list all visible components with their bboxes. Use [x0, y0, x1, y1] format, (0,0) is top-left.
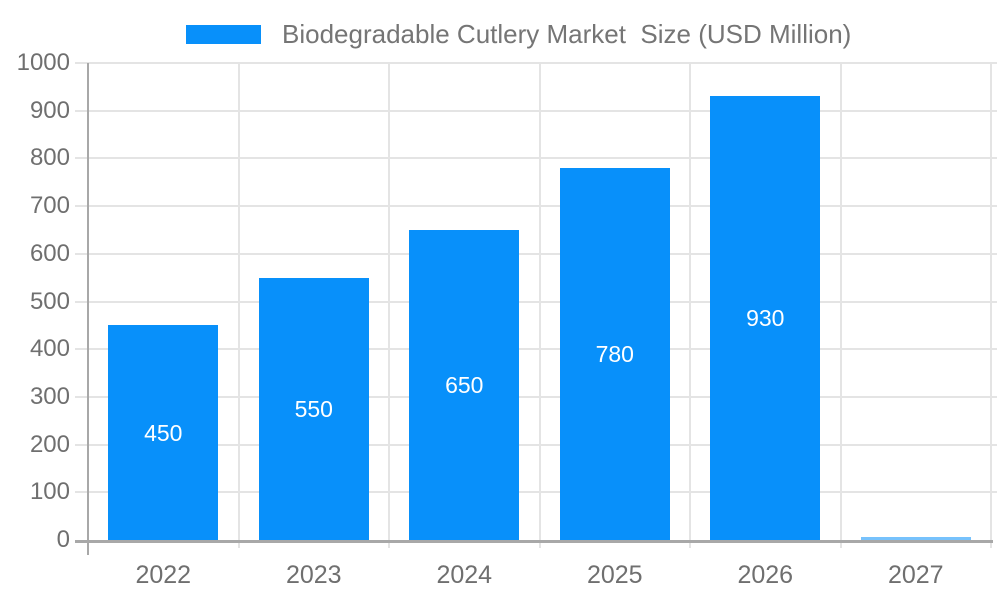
y-tick-label: 900 [29, 96, 70, 124]
gridline-horizontal [75, 205, 997, 208]
gridline-horizontal [75, 395, 997, 398]
bar-2024[interactable] [409, 229, 520, 540]
gridline-vertical [237, 63, 240, 548]
bar-2025[interactable] [559, 167, 670, 540]
bar-value-label: 780 [595, 340, 634, 367]
y-tick-label: 300 [29, 382, 70, 410]
y-tick-label: 700 [29, 192, 70, 220]
gridline-vertical [388, 63, 390, 548]
bar-value-label: 550 [294, 395, 333, 422]
y-tick-label: 500 [29, 287, 70, 315]
x-tick-label: 2026 [737, 561, 794, 589]
y-tick-label: 1000 [16, 49, 70, 76]
x-tick-label: 2025 [586, 561, 643, 589]
y-tick-label: 600 [29, 239, 70, 267]
bar-2022[interactable] [108, 325, 219, 540]
gridline-horizontal [75, 109, 997, 112]
gridline-horizontal [75, 348, 997, 351]
bar-2026[interactable] [710, 96, 821, 540]
gridline-vertical [689, 63, 691, 548]
bar-2027[interactable] [860, 537, 971, 540]
bar-value-label: 930 [746, 305, 785, 332]
gridline-horizontal [75, 62, 997, 64]
gridline-horizontal [75, 491, 997, 494]
bar-2023[interactable] [258, 277, 369, 540]
legend-swatch [186, 24, 261, 44]
gridline-vertical [538, 63, 541, 548]
gridline-vertical [839, 63, 842, 548]
x-tick-label: 2027 [887, 561, 944, 589]
gridline-vertical [990, 63, 992, 548]
y-axis-line [87, 63, 89, 555]
x-tick-label: 2024 [436, 561, 493, 589]
y-tick-label: 200 [29, 430, 70, 458]
chart-legend[interactable]: Biodegradable Cutlery Market Size (USD M… [186, 16, 851, 52]
gridline-horizontal [75, 157, 997, 160]
x-axis-line [75, 540, 993, 543]
gridline-horizontal [75, 252, 997, 255]
y-tick-label: 800 [29, 144, 70, 172]
y-tick-label: 100 [29, 478, 70, 506]
gridline-horizontal [75, 443, 997, 446]
gridline-horizontal [75, 300, 997, 303]
x-tick-label: 2022 [135, 561, 192, 589]
bar-value-label: 450 [144, 419, 183, 446]
y-tick-label: 400 [29, 335, 70, 363]
legend-label: Biodegradable Cutlery Market Size (USD M… [282, 19, 852, 49]
x-tick-label: 2023 [285, 561, 342, 589]
bar-value-label: 650 [445, 371, 484, 398]
y-tick-label: 0 [56, 526, 70, 553]
